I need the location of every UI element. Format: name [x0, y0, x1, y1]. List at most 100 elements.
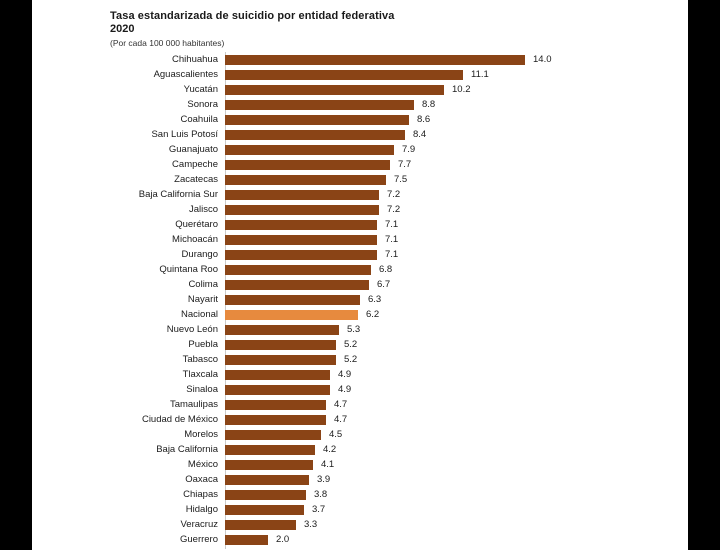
- value-label: 7.7: [398, 159, 412, 170]
- bar-row: San Luis Potosí 8.4: [32, 127, 688, 142]
- bar-row: Puebla 5.2: [32, 337, 688, 352]
- category-label: Zacatecas: [174, 174, 218, 185]
- value-label: 5.2: [344, 354, 358, 365]
- category-label: Colima: [188, 279, 218, 290]
- bar-row: Colima 6.7: [32, 277, 688, 292]
- value-label: 14.0: [533, 54, 552, 65]
- category-label: Baja California Sur: [138, 189, 218, 200]
- bar-row: Chihuahua 14.0: [32, 52, 688, 67]
- chart-subtitle: (Por cada 100 000 habitantes): [110, 38, 225, 48]
- bar-row: Yucatán 10.2: [32, 82, 688, 97]
- value-label: 6.3: [368, 294, 382, 305]
- value-label: 5.3: [347, 324, 361, 335]
- value-label: 4.2: [323, 444, 337, 455]
- bar: [225, 294, 360, 305]
- value-label: 4.7: [334, 414, 348, 425]
- bar: [225, 444, 315, 455]
- bar-row: Coahuila 8.6: [32, 112, 688, 127]
- bar: [225, 504, 304, 515]
- category-label: Sinaloa: [186, 384, 218, 395]
- category-label: Yucatán: [183, 84, 218, 95]
- bar: [225, 54, 525, 65]
- bar: [225, 354, 336, 365]
- value-label: 7.1: [385, 249, 399, 260]
- category-label: Tlaxcala: [182, 369, 218, 380]
- value-label: 2.0: [276, 534, 290, 545]
- bar: [225, 84, 444, 95]
- bar-row: Morelos 4.5: [32, 427, 688, 442]
- value-label: 7.1: [385, 234, 399, 245]
- bar-row: Guanajuato 7.9: [32, 142, 688, 157]
- bar-row: Jalisco 7.2: [32, 202, 688, 217]
- bar-row: Campeche 7.7: [32, 157, 688, 172]
- value-label: 3.7: [312, 504, 326, 515]
- value-label: 8.6: [417, 114, 431, 125]
- bar: [225, 459, 313, 470]
- category-label: Chihuahua: [172, 54, 218, 65]
- bar: [225, 264, 371, 275]
- category-label: Hidalgo: [185, 504, 218, 515]
- bar-row: Michoacán 7.1: [32, 232, 688, 247]
- bar: [225, 279, 369, 290]
- bar: [225, 534, 268, 545]
- category-label: Quintana Roo: [159, 264, 218, 275]
- category-label: Coahuila: [180, 114, 219, 125]
- chart-title-line1: Tasa estandarizada de suicidio por entid…: [110, 10, 395, 22]
- value-label: 6.8: [379, 264, 393, 275]
- bar: [225, 69, 463, 80]
- value-label: 7.2: [387, 189, 401, 200]
- bar: [225, 384, 330, 395]
- category-label: Nacional: [181, 309, 218, 320]
- bar-row: Durango 7.1: [32, 247, 688, 262]
- category-label: Querétaro: [175, 219, 218, 230]
- bar-row: Tabasco 5.2: [32, 352, 688, 367]
- bar-chart: Chihuahua 14.0 Aguascalientes 11.1 Yucatán 10…: [32, 52, 688, 549]
- value-label: 4.5: [329, 429, 343, 440]
- bar: [225, 339, 336, 350]
- category-label: Sonora: [187, 99, 218, 110]
- category-label: Ciudad de México: [141, 414, 218, 425]
- bar-highlight: [225, 309, 358, 320]
- bar: [225, 204, 379, 215]
- bar-row: Chiapas 3.8: [32, 487, 688, 502]
- bar-row: Veracruz 3.3: [32, 517, 688, 532]
- category-label: Veracruz: [180, 519, 219, 530]
- value-label: 4.1: [321, 459, 335, 470]
- bar: [225, 414, 326, 425]
- bar: [225, 429, 321, 440]
- bar: [225, 174, 386, 185]
- bar: [225, 189, 379, 200]
- bar-row: Baja California 4.2: [32, 442, 688, 457]
- bar: [225, 489, 306, 500]
- value-label: 4.9: [338, 369, 352, 380]
- bar: [225, 369, 330, 380]
- category-label: Aguascalientes: [153, 69, 218, 80]
- bar: [225, 249, 377, 260]
- bar-row: Hidalgo 3.7: [32, 502, 688, 517]
- category-label: Puebla: [188, 339, 218, 350]
- value-label: 4.9: [338, 384, 352, 395]
- value-label: 7.5: [394, 174, 408, 185]
- bar-row: Zacatecas 7.5: [32, 172, 688, 187]
- bar-row: Nacional 6.2: [32, 307, 688, 322]
- bar: [225, 474, 309, 485]
- category-label: Tabasco: [182, 354, 218, 365]
- bar-row: México 4.1: [32, 457, 688, 472]
- bar-row: Tlaxcala 4.9: [32, 367, 688, 382]
- category-label: Michoacán: [172, 234, 218, 245]
- value-label: 3.8: [314, 489, 328, 500]
- category-label: Jalisco: [188, 204, 218, 215]
- value-label: 7.1: [385, 219, 399, 230]
- category-label: México: [187, 459, 218, 470]
- bar: [225, 519, 296, 530]
- value-label: 6.7: [377, 279, 391, 290]
- bar: [225, 234, 377, 245]
- category-label: Chiapas: [183, 489, 218, 500]
- category-label: Baja California: [156, 444, 218, 455]
- bar-row: Nayarit 6.3: [32, 292, 688, 307]
- bar-row: Nuevo León 5.3: [32, 322, 688, 337]
- bar-row: Guerrero 2.0: [32, 532, 688, 547]
- value-label: 8.4: [413, 129, 427, 140]
- chart-header: Tasa estandarizada de suicidio por entid…: [110, 10, 394, 48]
